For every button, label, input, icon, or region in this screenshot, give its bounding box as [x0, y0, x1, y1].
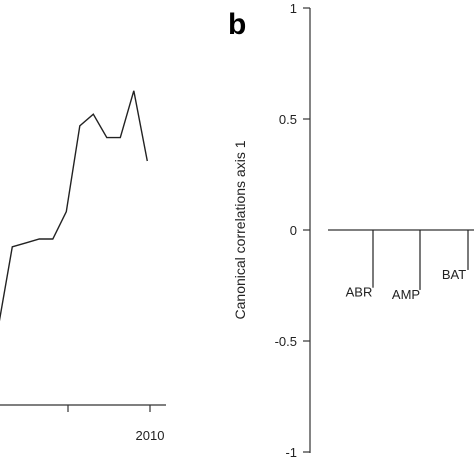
- line-x-ticks: [67, 405, 151, 412]
- bar-label-bat: BAT: [442, 267, 466, 282]
- bar-label-amp: AMP: [392, 287, 420, 302]
- bar-y-ticks: 1 0.5 0 -0.5 -1: [275, 1, 310, 460]
- line-x-tick-label-2010: 2010: [136, 428, 165, 443]
- bar-y-tick-label: 1: [290, 1, 297, 16]
- bar-y-tick-label: -0.5: [275, 334, 297, 349]
- line-series: [0, 90, 148, 322]
- line-panel: 2010 0: [0, 90, 166, 443]
- panel-letter-b: b: [228, 8, 246, 41]
- bar-label-abr: ABR: [346, 285, 373, 300]
- bar-y-axis-title: Canonical correlations axis 1: [232, 140, 248, 319]
- bar-y-tick-label: 0.5: [279, 112, 297, 127]
- bar-marks: ABR AMP BAT: [346, 230, 469, 302]
- bar-y-tick-label: -1: [285, 445, 297, 460]
- bar-y-tick-label: 0: [290, 223, 297, 238]
- bar-panel: b 1 0.5 0 -0.5 -1 Canonical correlations axi…: [228, 1, 474, 460]
